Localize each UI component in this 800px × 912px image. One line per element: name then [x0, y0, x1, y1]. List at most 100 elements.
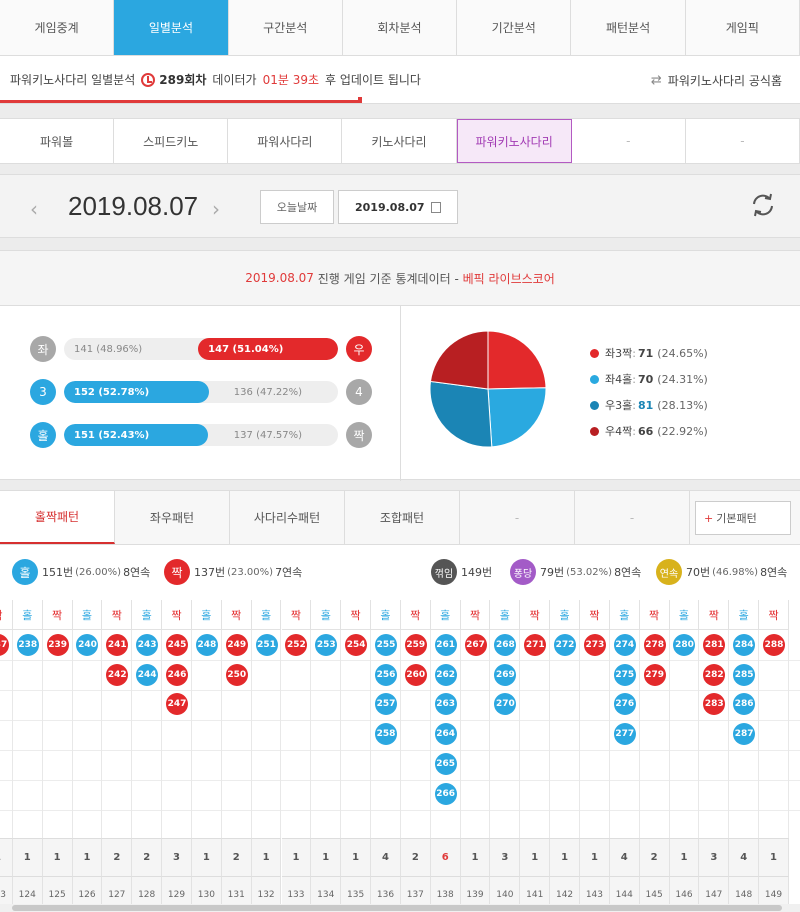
tab-3[interactable]: 구간분석: [228, 0, 343, 55]
official-home-link[interactable]: ⇄ 파워키노사다리 공식홈: [651, 72, 782, 89]
summary-yeon-badge: 연속: [656, 559, 682, 585]
pattern-ball: 238: [16, 634, 39, 656]
pattern-ball: 282: [703, 663, 726, 686]
today-button[interactable]: 오늘날짜: [260, 190, 334, 224]
game-tab-3[interactable]: 파워사다리: [228, 119, 343, 163]
pattern-tab-3[interactable]: 사다리수패턴: [230, 491, 345, 544]
legend-item: 좌4홀 : 70 (24.31%): [590, 371, 790, 387]
streak-count: 2: [132, 838, 163, 876]
pattern-ball: 245: [166, 634, 189, 656]
stat-bar-value: 137 (47.57%): [233, 429, 302, 441]
game-tab-5[interactable]: 파워키노사다리: [456, 119, 572, 163]
streak-count: 1: [281, 838, 312, 876]
tab-4[interactable]: 회차분석: [342, 0, 458, 55]
game-tab-7[interactable]: -: [686, 119, 800, 163]
streak-count: 1: [460, 838, 491, 876]
streak-count: 1: [341, 838, 372, 876]
pattern-column: [461, 630, 491, 838]
pattern-column-head: 짝: [221, 600, 252, 630]
tab-5[interactable]: 기간분석: [457, 0, 572, 55]
pattern-column: [490, 630, 521, 838]
streak-count: 1: [42, 838, 73, 876]
refresh-icon[interactable]: [750, 192, 776, 218]
scrollbar-thumb[interactable]: [12, 905, 782, 911]
legend-separator: :: [632, 346, 636, 360]
pattern-column: [311, 630, 342, 838]
pattern-ball: 284: [733, 634, 756, 656]
pattern-ball: 250: [225, 663, 248, 686]
tab-7[interactable]: 게임픽: [685, 0, 800, 55]
tab-6[interactable]: 패턴분석: [571, 0, 686, 55]
pattern-ball: 255: [374, 634, 397, 656]
date-bar: ‹ 2019.08.07 › 오늘날짜 2019.08.07: [0, 174, 800, 238]
game-tab-1[interactable]: 파워볼: [0, 119, 115, 163]
pattern-column-head: 짝: [639, 600, 670, 630]
legend-pct: (24.65%): [657, 346, 708, 360]
pattern-ball: 270: [494, 693, 517, 716]
pattern-ball: 247: [166, 693, 189, 716]
pattern-ball: 279: [643, 663, 666, 686]
legend-dot: [590, 426, 599, 436]
pattern-tab-5[interactable]: -: [460, 491, 575, 544]
update-progress-bar: [0, 97, 362, 103]
streak-count: 1: [520, 838, 551, 876]
prev-date-icon[interactable]: ‹: [30, 197, 38, 221]
pattern-column-head: 짝: [42, 600, 73, 630]
next-date-icon[interactable]: ›: [212, 197, 220, 221]
pattern-ball: 243: [136, 634, 159, 656]
pattern-column-head: 짝: [460, 600, 491, 630]
pattern-tab-1[interactable]: 홀짝패턴: [0, 491, 115, 544]
pattern-ball: 277: [613, 723, 636, 746]
summary-odd: 홀 151번 (26.00%) 8연속: [12, 559, 150, 585]
summary-even-count: 137번: [194, 566, 226, 579]
stat-right-badge: 짝: [346, 422, 372, 448]
official-home-label: 파워키노사다리 공식홈: [667, 74, 782, 88]
game-tab-2[interactable]: 스피드키노: [114, 119, 229, 163]
date-picker-input[interactable]: 2019.08.07: [338, 190, 458, 224]
pattern-column: [0, 630, 13, 838]
summary-even-pct: (23.00%): [227, 566, 274, 578]
pie-slice-3: [429, 380, 493, 448]
pattern-column-head: 짝: [580, 600, 610, 630]
tab-1[interactable]: 게임중계: [0, 0, 115, 55]
pattern-ball: 275: [613, 663, 636, 686]
pattern-column-head: 홀: [430, 600, 461, 630]
summary-pong-streak: 8연속: [614, 566, 642, 579]
pattern-column-head: 홀: [550, 600, 580, 630]
pattern-ball: 272: [554, 634, 577, 656]
tab-2[interactable]: 일별분석: [114, 0, 229, 55]
pattern-tab-4[interactable]: 조합패턴: [345, 491, 460, 544]
pattern-column: [132, 630, 163, 838]
pattern-ball: 251: [255, 634, 278, 656]
streak-count: 1: [550, 838, 580, 876]
pattern-ball: 276: [613, 693, 636, 716]
legend-dot: [590, 400, 599, 410]
game-tab-6[interactable]: -: [572, 119, 686, 163]
stat-bar-fill: 152 (52.78%): [64, 381, 209, 403]
pattern-column-head: 홀: [669, 600, 700, 630]
legend-item: 좌3짝 : 71 (24.65%): [590, 345, 790, 361]
stats-head-date: 2019.08.07: [245, 271, 314, 285]
pattern-column: [73, 630, 103, 838]
pattern-column: [282, 630, 312, 838]
pattern-column: [610, 630, 640, 838]
legend-separator: :: [632, 372, 636, 386]
legend-item: 우3홀 : 81 (28.13%): [590, 397, 790, 413]
legend-count: 81: [637, 398, 654, 412]
stat-bar: 141 (48.96%) 147 (51.04%): [64, 338, 338, 360]
pattern-ball: 265: [434, 752, 457, 775]
pattern-column-head: 짝: [0, 600, 13, 630]
pattern-ball: 254: [345, 634, 368, 656]
pattern-tab-6[interactable]: -: [575, 491, 690, 544]
pattern-column: [43, 630, 73, 838]
pattern-ball: 248: [195, 634, 218, 656]
horizontal-scrollbar[interactable]: [0, 904, 800, 912]
pattern-ball: 274: [613, 634, 636, 656]
base-pattern-button[interactable]: + 기본패턴: [695, 501, 791, 535]
pattern-tab-2[interactable]: 좌우패턴: [115, 491, 230, 544]
game-tab-4[interactable]: 키노사다리: [342, 119, 457, 163]
streak-count: 4: [729, 838, 760, 876]
date-picker-value: 2019.08.07: [355, 200, 425, 214]
pattern-column: [699, 630, 730, 838]
